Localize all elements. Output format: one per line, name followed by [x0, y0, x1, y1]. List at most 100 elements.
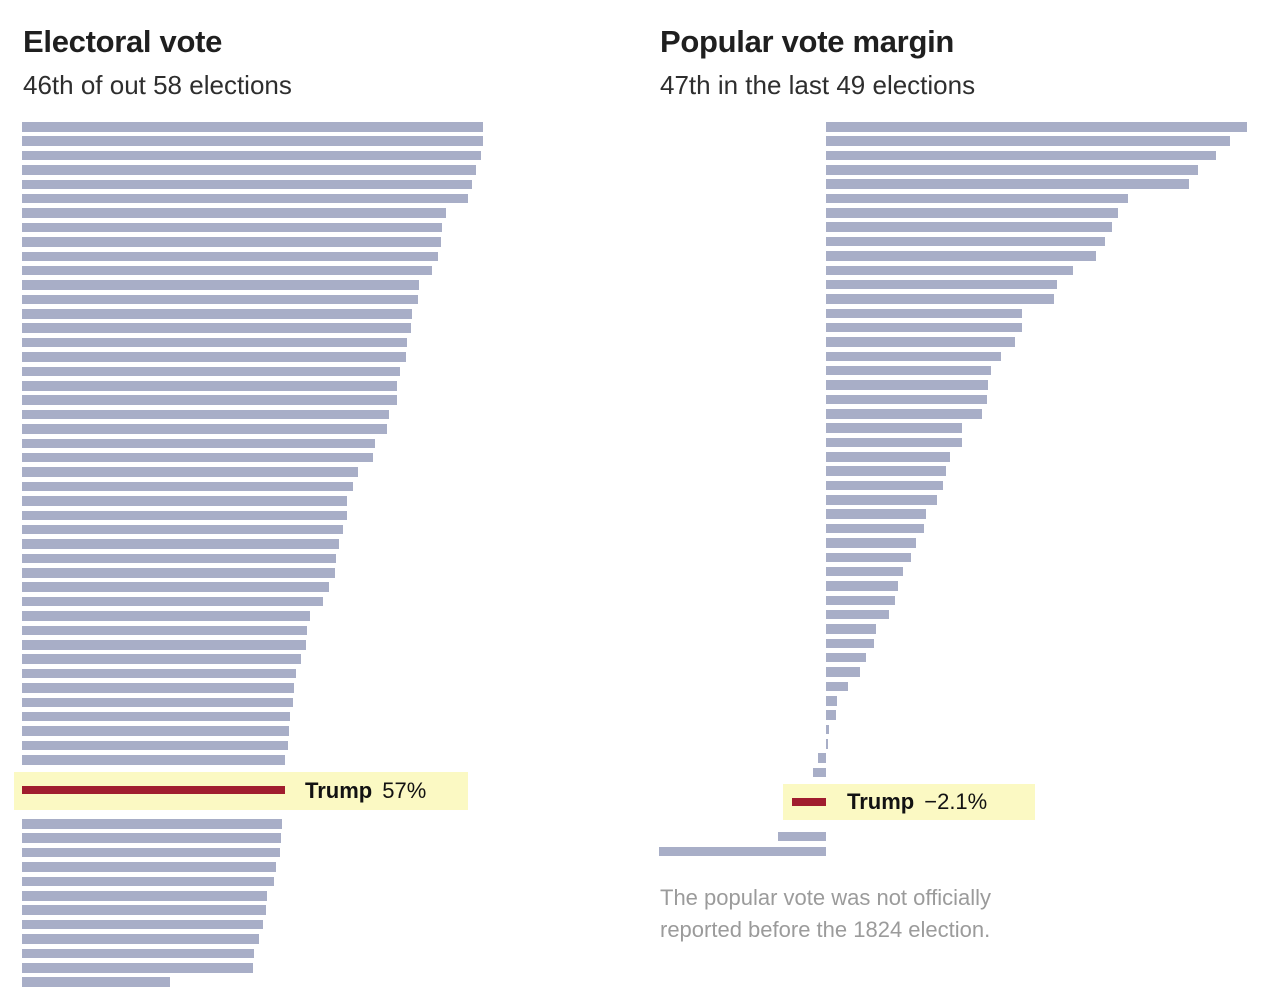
bar [826, 423, 963, 433]
bar [22, 395, 397, 405]
bar [22, 251, 439, 261]
left-trump-value: 57% [382, 778, 427, 803]
left-chart-subtitle: 46th of out 58 elections [23, 70, 292, 100]
bar [22, 510, 347, 521]
bar [826, 710, 836, 720]
bar [22, 280, 419, 290]
bar [826, 279, 1058, 290]
bar [826, 222, 1112, 232]
bar [826, 265, 1074, 275]
left-trump-bar [22, 786, 285, 794]
bar [22, 150, 482, 161]
bar [22, 654, 302, 664]
bar [826, 624, 876, 634]
bar [22, 640, 307, 650]
bar [22, 625, 307, 636]
bar [22, 496, 348, 506]
bar [22, 568, 335, 578]
bar [826, 337, 1016, 347]
bar [826, 523, 924, 534]
bar [22, 905, 266, 915]
bar [826, 739, 828, 749]
bar [22, 467, 358, 477]
bar [22, 438, 376, 449]
bar [22, 208, 447, 218]
bar [826, 681, 849, 692]
bar [22, 819, 282, 829]
bar [826, 150, 1216, 161]
bar [826, 696, 838, 706]
bar [826, 365, 992, 376]
bar [22, 122, 483, 132]
bar [22, 381, 398, 391]
bar [826, 322, 1022, 333]
bar [22, 237, 442, 247]
bar [22, 337, 408, 348]
bar [22, 683, 294, 693]
right-trump-label: Trump −2.1% [847, 784, 987, 820]
bar [22, 265, 432, 276]
bar [826, 294, 1054, 304]
bar [826, 509, 926, 519]
bar [22, 977, 171, 987]
bar [826, 165, 1199, 175]
bar [777, 831, 826, 841]
right-chart-title: Popular vote margin [660, 24, 955, 59]
bar [826, 409, 982, 419]
bar [826, 179, 1189, 189]
bar [826, 193, 1128, 204]
bar [22, 323, 411, 333]
bar [22, 424, 388, 434]
bar [826, 394, 987, 405]
bar [813, 767, 826, 778]
bar [22, 309, 412, 319]
left-chart-title: Electoral vote [23, 24, 223, 59]
bar [826, 351, 1001, 362]
bar [22, 876, 274, 887]
bar [22, 179, 472, 190]
bar [826, 452, 950, 462]
bar [826, 122, 1247, 132]
bar [22, 136, 483, 146]
bar [22, 352, 406, 362]
bar [22, 165, 477, 175]
bar [22, 919, 263, 930]
bar [22, 833, 282, 843]
bar [826, 652, 867, 663]
bar [826, 437, 963, 448]
right-trump-name: Trump [847, 789, 915, 814]
left-trump-label: Trump 57% [305, 772, 426, 810]
bar [22, 755, 286, 765]
bar [22, 294, 418, 305]
left-chart-header: Electoral vote 46th of out 58 elections [23, 24, 292, 101]
bar [826, 667, 860, 677]
bar [22, 366, 400, 377]
bar [22, 409, 389, 420]
bar [22, 596, 324, 607]
bar [22, 891, 268, 901]
popular-vote-footnote: The popular vote was not officially repo… [660, 885, 991, 942]
bar [826, 609, 889, 620]
right-trump-bar [792, 797, 826, 806]
bar [826, 466, 947, 476]
bar [22, 582, 329, 592]
bar [826, 136, 1231, 146]
bar [826, 380, 989, 390]
bar [22, 222, 442, 233]
bar [826, 308, 1022, 319]
bar [22, 963, 253, 973]
bar [22, 524, 344, 535]
bar [826, 495, 937, 505]
bar [22, 862, 277, 872]
bar [826, 566, 904, 577]
bar [659, 846, 826, 856]
bar [22, 193, 468, 204]
bar [22, 697, 294, 708]
bar [22, 934, 259, 944]
bar [22, 711, 290, 722]
bar [22, 539, 340, 549]
bar [826, 552, 912, 562]
bar [826, 208, 1119, 218]
bar [826, 595, 895, 606]
bar [826, 236, 1106, 247]
